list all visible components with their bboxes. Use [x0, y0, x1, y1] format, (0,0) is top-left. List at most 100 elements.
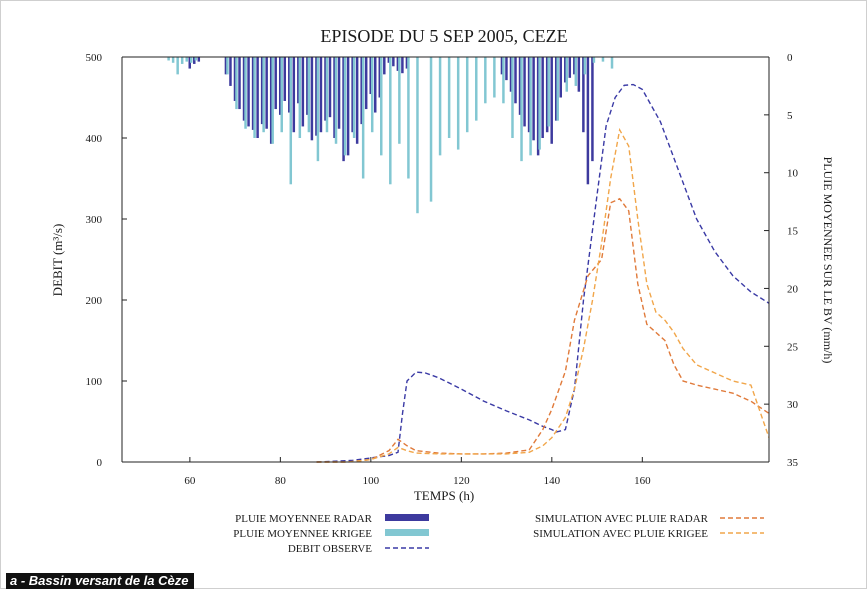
- krige-rain-bar: [538, 57, 541, 150]
- radar-rain-bar: [387, 57, 391, 63]
- y2-tick-label: 30: [787, 399, 799, 411]
- krige-rain-bar: [334, 57, 338, 144]
- radar-rain-bar: [591, 57, 594, 162]
- y2-tick-label: 35: [787, 457, 799, 469]
- krige-rain-bar: [180, 57, 184, 64]
- radar-rain-bar: [518, 57, 522, 115]
- krige-rain-bar: [502, 57, 505, 104]
- radar-rain-bar: [229, 57, 232, 86]
- chart-title: EPISODE DU 5 SEP 2005, CEZE: [320, 26, 567, 46]
- krige-rain-bar: [307, 57, 311, 133]
- krige-rain-bar: [185, 57, 188, 62]
- figure-caption: a - Bassin versant de la Cèze: [6, 573, 195, 589]
- radar-rain-bar: [288, 57, 291, 113]
- krige-rain-bar: [298, 57, 302, 138]
- krige-rain-bar: [226, 57, 229, 75]
- radar-simulation-line: [316, 197, 770, 463]
- krige-rain-bar: [398, 57, 401, 144]
- radar-rain-bar: [582, 57, 585, 133]
- radar-rain-bar: [360, 57, 363, 125]
- radar-rain-bar: [405, 57, 409, 69]
- krige-rain-bar: [456, 57, 460, 150]
- radar-rain-bar: [351, 57, 354, 133]
- radar-rain-bar: [242, 57, 246, 121]
- y2-tick-label: 15: [787, 226, 799, 238]
- x-tick-label: 80: [275, 475, 287, 487]
- krige-rain-bar: [167, 57, 170, 61]
- radar-rain-bar: [392, 57, 395, 67]
- krige-rain-bar: [361, 57, 365, 179]
- radar-rain-bar: [274, 57, 277, 110]
- krige-rain-bar: [547, 57, 550, 127]
- radar-rain-bar: [256, 57, 259, 138]
- krige-rain-bar: [370, 57, 374, 133]
- radar-rain-bar: [374, 57, 377, 113]
- radar-rain-bar: [278, 57, 282, 115]
- krige-rain-bar: [529, 57, 532, 156]
- krige-rain-bar: [601, 57, 605, 62]
- x-tick-label: 140: [544, 475, 561, 487]
- radar-rain-bar: [197, 57, 201, 62]
- radar-rain-bar: [564, 57, 567, 83]
- radar-rain-bar: [306, 57, 309, 115]
- y-tick-label: 400: [86, 133, 103, 145]
- krige-rain-bar: [389, 57, 392, 185]
- radar-rain-bar: [586, 57, 590, 185]
- legend-swatch-bar: [385, 514, 429, 521]
- radar-rain-bar: [554, 57, 558, 121]
- radar-rain-bar: [247, 57, 250, 127]
- krige-rain-bar: [429, 57, 433, 202]
- radar-rain-bar: [315, 57, 318, 136]
- krige-rain-bar: [253, 57, 256, 138]
- radar-rain-bar: [310, 57, 314, 141]
- y-tick-label: 200: [86, 295, 103, 307]
- radar-rain-bar: [251, 57, 255, 130]
- krige-rain-bar: [189, 57, 193, 63]
- radar-rain-bar: [324, 57, 327, 121]
- radar-rain-bar: [577, 57, 581, 92]
- krige-rain-bar: [484, 57, 487, 104]
- radar-rain-bar: [550, 57, 553, 144]
- krige-rain-bar: [493, 57, 496, 98]
- radar-rain-bar: [224, 57, 228, 75]
- y-tick-label: 0: [97, 457, 103, 469]
- krige-rain-bar: [343, 57, 347, 156]
- radar-rain-bar: [532, 57, 535, 141]
- krige-rain-bar: [583, 57, 587, 75]
- radar-rain-bar: [233, 57, 237, 101]
- krige-rain-bar: [438, 57, 442, 156]
- y-axis-label: DEBIT (m³/s): [50, 224, 65, 297]
- x-axis-label: TEMPS (h): [414, 488, 474, 503]
- radar-rain-bar: [559, 57, 562, 98]
- x-tick-label: 160: [634, 475, 651, 487]
- radar-rain-bar: [333, 57, 336, 138]
- krige-rain-bar: [447, 57, 451, 138]
- x-tick-label: 120: [453, 475, 470, 487]
- legend-swatch-bar: [385, 529, 429, 536]
- radar-rain-bar: [297, 57, 300, 104]
- x-tick-label: 100: [363, 475, 380, 487]
- krige-rain-bar: [262, 57, 265, 133]
- krige-rain-bar: [289, 57, 293, 185]
- krige-rain-bar: [475, 57, 478, 121]
- krige-rain-bar: [574, 57, 578, 86]
- radar-rain-bar: [301, 57, 305, 127]
- krige-rain-bar: [407, 57, 410, 179]
- radar-rain-bar: [401, 57, 404, 74]
- krige-rain-bar: [171, 57, 175, 63]
- radar-rain-bar: [342, 57, 345, 162]
- y2-tick-label: 0: [787, 52, 793, 64]
- krige-rain-bar: [316, 57, 320, 162]
- y2-tick-label: 25: [787, 341, 799, 353]
- radar-rain-bar: [568, 57, 572, 78]
- krige-rain-bar: [610, 57, 614, 69]
- radar-rain-bar: [238, 57, 241, 110]
- radar-rain-bar: [265, 57, 268, 129]
- y2-tick-label: 20: [787, 283, 799, 295]
- krige-rain-bar: [176, 57, 179, 75]
- krige-rain-bar: [556, 57, 559, 121]
- radar-rain-bar: [337, 57, 341, 129]
- krige-rain-bar: [520, 57, 523, 162]
